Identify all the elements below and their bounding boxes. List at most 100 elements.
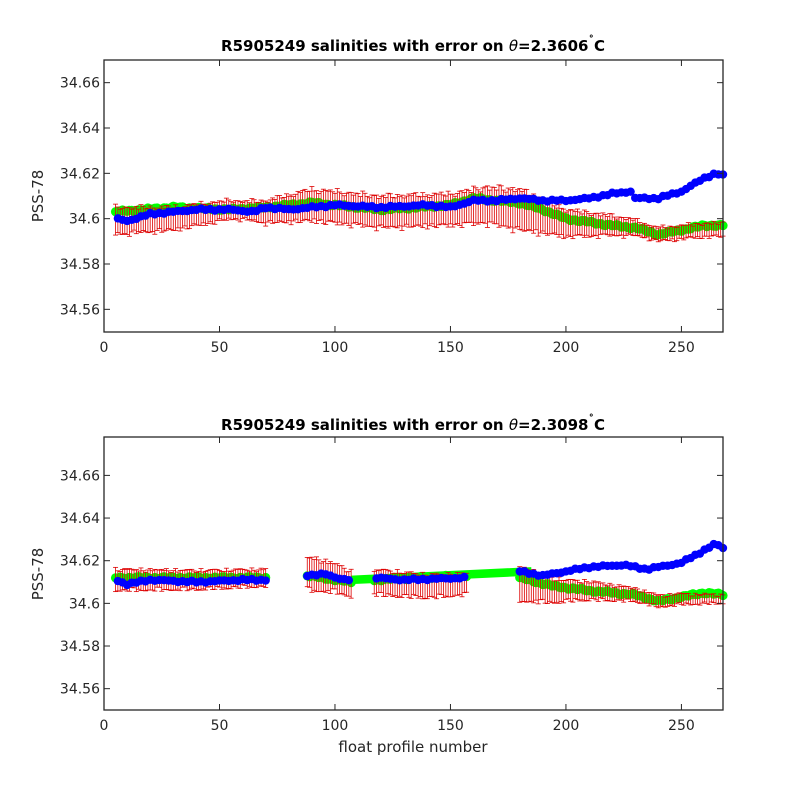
error-bar bbox=[646, 225, 652, 242]
error-bar bbox=[600, 582, 606, 600]
error-bar bbox=[376, 198, 382, 227]
bottom-panel: 0 50 100 150 200 250 34.56 34.58 34.6 34.62 34.64 3… bbox=[29, 413, 728, 756]
error-bar bbox=[302, 188, 308, 220]
bottom-ticks: 0 50 100 150 200 250 34.56 34.58 34.6 34.62 34.64 3… bbox=[60, 437, 723, 734]
error-bar bbox=[602, 584, 608, 602]
error-bar bbox=[616, 584, 622, 601]
error-bar bbox=[505, 187, 511, 229]
error-bar bbox=[667, 225, 673, 242]
error-bar bbox=[708, 223, 714, 237]
x-tick-label: 200 bbox=[553, 340, 580, 356]
y-tick-label: 34.6 bbox=[69, 596, 100, 612]
error-bar bbox=[632, 587, 638, 602]
bottom-axes-box bbox=[103, 436, 724, 711]
top-chart-title: R5905249 salinities with error on θ=2.36… bbox=[221, 34, 605, 55]
error-bar bbox=[551, 205, 557, 234]
error-bar bbox=[602, 214, 608, 235]
error-bar bbox=[605, 585, 611, 601]
y-tick-label: 34.62 bbox=[60, 554, 100, 570]
error-bar bbox=[339, 193, 345, 226]
error-bar bbox=[678, 224, 684, 239]
float-point bbox=[261, 576, 270, 585]
error-bar bbox=[429, 195, 435, 225]
top-plot-content bbox=[110, 169, 728, 243]
x-tick-label: 200 bbox=[553, 718, 580, 734]
x-tick-label: 150 bbox=[437, 340, 464, 356]
error-bar bbox=[715, 224, 721, 237]
x-tick-label: 50 bbox=[211, 718, 229, 734]
error-bar bbox=[420, 192, 426, 229]
error-bar bbox=[662, 227, 668, 240]
error-bar bbox=[611, 586, 617, 602]
error-bar bbox=[475, 189, 481, 225]
error-bar bbox=[554, 580, 560, 603]
float-point bbox=[344, 576, 354, 585]
x-tick-label: 250 bbox=[668, 718, 695, 734]
error-bar bbox=[635, 588, 641, 603]
y-tick-label: 34.62 bbox=[60, 166, 100, 182]
error-bar bbox=[411, 193, 416, 227]
error-bar bbox=[496, 184, 502, 228]
error-bar bbox=[484, 185, 490, 228]
error-bar bbox=[660, 594, 666, 608]
y-tick-label: 34.56 bbox=[60, 682, 100, 698]
error-bar bbox=[574, 208, 580, 236]
error-bar bbox=[598, 215, 604, 235]
error-bar bbox=[390, 196, 396, 227]
x-tick-label: 50 bbox=[211, 340, 229, 356]
error-bar bbox=[574, 579, 580, 601]
error-bar bbox=[688, 224, 694, 237]
error-bar bbox=[644, 224, 650, 238]
error-bar bbox=[369, 194, 375, 227]
error-bar bbox=[591, 213, 597, 236]
error-bar bbox=[671, 594, 677, 607]
error-bar bbox=[494, 189, 500, 225]
error-bar bbox=[711, 593, 717, 604]
top-ticks: 0 50 100 150 200 250 34.56 34.58 34.6 34.62 34.64 3… bbox=[60, 60, 723, 356]
error-bar bbox=[579, 213, 585, 236]
error-bar bbox=[671, 226, 677, 243]
error-bar bbox=[577, 582, 583, 602]
error-bar bbox=[459, 190, 465, 229]
error-bar bbox=[563, 211, 569, 238]
error-bar bbox=[383, 197, 389, 228]
error-bar bbox=[510, 187, 516, 234]
top-y-axis-label: PSS-78 bbox=[29, 170, 47, 223]
x-tick-label: 100 bbox=[322, 718, 349, 734]
y-tick-label: 34.64 bbox=[60, 121, 100, 137]
bottom-y-axis-label: PSS-78 bbox=[29, 548, 47, 601]
error-bar bbox=[397, 196, 403, 227]
error-bar bbox=[348, 192, 354, 229]
error-bar bbox=[581, 209, 587, 238]
error-bar bbox=[683, 224, 689, 239]
error-bar bbox=[695, 594, 701, 605]
error-bar bbox=[653, 594, 659, 608]
y-tick-label: 34.66 bbox=[60, 468, 100, 484]
x-tick-label: 0 bbox=[100, 718, 109, 734]
error-bar bbox=[408, 195, 414, 228]
error-bar bbox=[471, 185, 477, 227]
error-bar bbox=[621, 217, 627, 239]
error-bar bbox=[662, 596, 668, 608]
error-bar bbox=[394, 193, 400, 229]
error-bar bbox=[655, 227, 661, 243]
error-bar bbox=[565, 210, 571, 236]
error-bar bbox=[595, 581, 601, 602]
error-bar bbox=[605, 216, 611, 236]
error-bar bbox=[561, 208, 567, 240]
error-bar bbox=[383, 569, 389, 597]
error-bar bbox=[630, 588, 636, 603]
error-bar bbox=[625, 217, 631, 235]
error-bar bbox=[450, 193, 456, 228]
error-bar bbox=[635, 218, 641, 236]
error-bar bbox=[641, 222, 647, 239]
y-tick-label: 34.6 bbox=[69, 212, 100, 228]
x-axis-label: float profile number bbox=[338, 738, 488, 756]
error-bar bbox=[702, 592, 708, 603]
y-tick-label: 34.56 bbox=[60, 302, 100, 318]
error-bar bbox=[628, 217, 634, 235]
bottom-chart-title: R5905249 salinities with error on θ=2.30… bbox=[221, 413, 605, 434]
error-bar bbox=[591, 580, 597, 599]
x-tick-label: 0 bbox=[100, 340, 109, 356]
error-bar bbox=[554, 207, 560, 235]
